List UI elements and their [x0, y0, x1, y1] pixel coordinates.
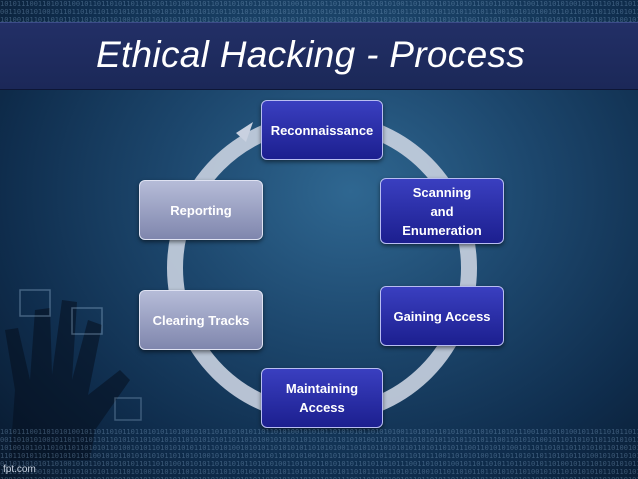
step-reconnaissance: Reconnaissance: [261, 100, 383, 160]
binary-pattern-bottom: 1010111001101010100101101101011011010101…: [0, 428, 638, 479]
step-maintaining-access: Maintaining Access: [261, 368, 383, 428]
title-band: [0, 22, 638, 90]
hand-silhouette-icon: [5, 289, 142, 460]
step-reporting: Reporting: [139, 180, 263, 240]
binary-pattern-top: 1010111001101010100101101101011011010101…: [0, 0, 638, 22]
step-scanning-enumeration: Scanning and Enumeration: [380, 178, 504, 244]
step-gaining-access: Gaining Access: [380, 286, 504, 346]
cycle-arrow-icon: [236, 122, 253, 142]
slide-title: Ethical Hacking - Process: [96, 34, 526, 75]
step-clearing-tracks: Clearing Tracks: [139, 290, 263, 350]
footer-credit: fpt.com: [3, 464, 36, 475]
